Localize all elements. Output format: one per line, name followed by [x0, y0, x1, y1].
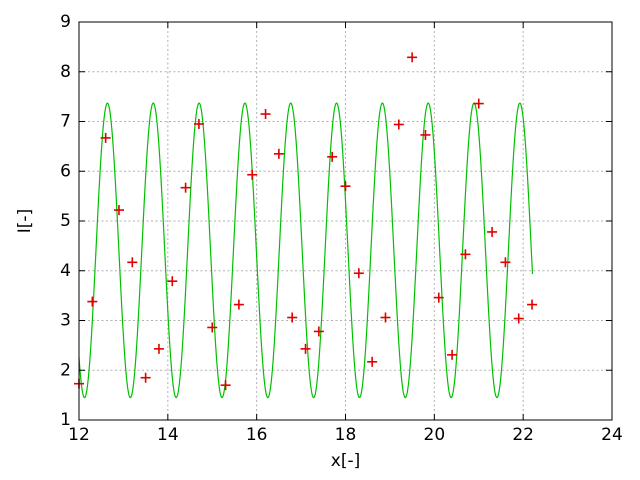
- x-axis-label: x[-]: [330, 451, 361, 471]
- y-tick-label: 3: [60, 311, 71, 331]
- x-tick-label: 14: [157, 425, 179, 445]
- y-axis-label: I[-]: [15, 208, 35, 234]
- y-tick-label: 7: [60, 112, 71, 132]
- y-tick-label: 2: [60, 360, 71, 380]
- x-tick-label: 18: [335, 425, 357, 445]
- x-tick-label: 24: [601, 425, 623, 445]
- y-tick-label: 6: [60, 161, 71, 181]
- y-tick-label: 1: [60, 410, 71, 430]
- x-tick-label: 12: [68, 425, 90, 445]
- y-tick-label: 4: [60, 261, 71, 281]
- x-tick-label: 20: [424, 425, 446, 445]
- x-tick-label: 16: [246, 425, 268, 445]
- x-tick-label: 22: [512, 425, 534, 445]
- fit-curve: [78, 102, 534, 399]
- y-tick-label: 8: [60, 62, 71, 82]
- y-tick-label: 5: [60, 211, 71, 231]
- y-tick-label: 9: [60, 12, 71, 32]
